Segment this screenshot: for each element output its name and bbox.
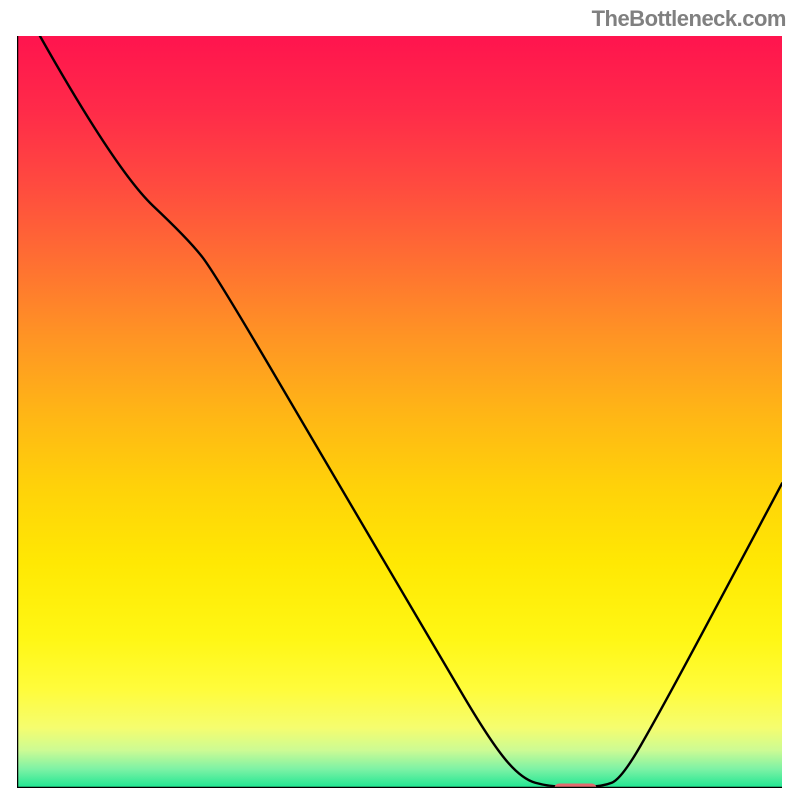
chart-svg [17,36,782,788]
bottleneck-chart [17,36,782,788]
chart-gradient-bg [17,36,782,788]
attribution-text: TheBottleneck.com [592,6,786,32]
